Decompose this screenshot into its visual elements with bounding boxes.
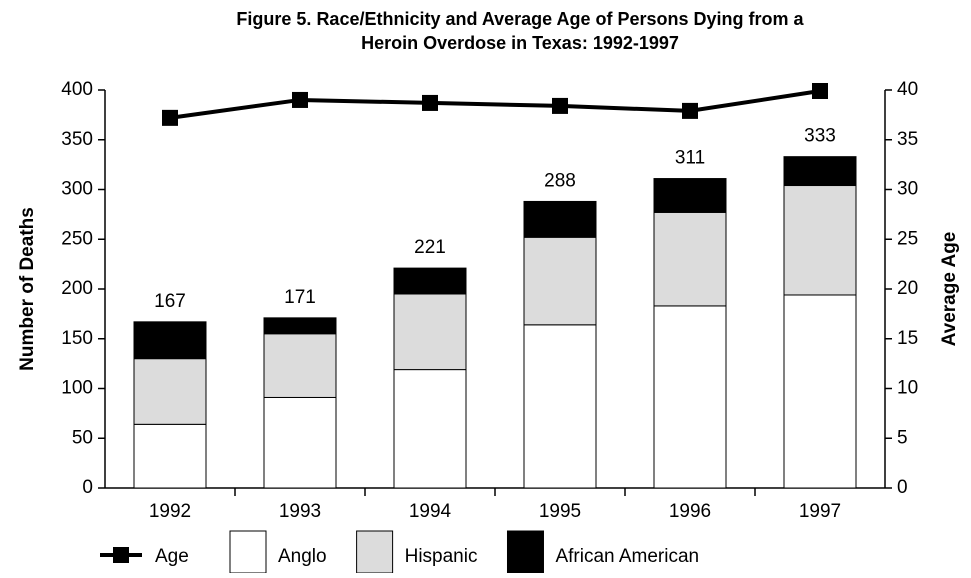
y-tick-label: 300 bbox=[61, 179, 93, 200]
bar-segment bbox=[263, 333, 337, 398]
bar-segment bbox=[653, 178, 727, 213]
bar-segment bbox=[393, 267, 467, 295]
y2-tick-label: 30 bbox=[897, 179, 918, 200]
age-marker bbox=[552, 97, 568, 114]
bar-segment bbox=[523, 200, 597, 238]
bar-segment bbox=[523, 324, 597, 489]
y2-tick-label: 10 bbox=[897, 378, 918, 399]
y-tick-label: 150 bbox=[61, 328, 93, 349]
bar-segment bbox=[393, 293, 467, 371]
bar-segment bbox=[263, 317, 337, 335]
y2-tick-label: 0 bbox=[897, 477, 908, 498]
bar-segment bbox=[263, 396, 337, 489]
y-tick-label: 250 bbox=[61, 228, 93, 249]
total-label: 221 bbox=[414, 237, 446, 258]
y-tick-label: 50 bbox=[72, 427, 93, 448]
bar-segment bbox=[393, 369, 467, 489]
bar-segment bbox=[133, 423, 207, 489]
bar-segment bbox=[653, 305, 727, 489]
total-label: 311 bbox=[675, 148, 705, 169]
bar-segment bbox=[523, 236, 597, 326]
y-tick-label: 0 bbox=[82, 477, 93, 498]
bar-segment bbox=[783, 294, 857, 489]
legend-label: Hispanic bbox=[405, 546, 478, 567]
chart-title: Figure 5. Race/Ethnicity and Average Age… bbox=[236, 9, 804, 29]
legend-label: Age bbox=[155, 546, 189, 567]
bar-segment bbox=[783, 156, 857, 187]
age-marker bbox=[422, 94, 438, 111]
age-marker bbox=[812, 82, 828, 99]
bar-segment bbox=[653, 211, 727, 307]
y2-tick-label: 20 bbox=[897, 278, 918, 299]
x-tick-label: 1992 bbox=[149, 501, 191, 522]
y2-tick-label: 25 bbox=[897, 228, 918, 249]
x-tick-label: 1995 bbox=[539, 501, 581, 522]
bar-segment bbox=[783, 185, 857, 296]
y2-tick-label: 5 bbox=[897, 427, 908, 448]
y2-tick-label: 35 bbox=[897, 129, 918, 150]
y-tick-label: 350 bbox=[61, 129, 93, 150]
y2-tick-label: 40 bbox=[897, 79, 918, 100]
total-label: 171 bbox=[284, 287, 316, 308]
y-tick-label: 100 bbox=[61, 378, 93, 399]
y2-tick-label: 15 bbox=[897, 328, 918, 349]
y-axis-label: Number of Deaths bbox=[17, 207, 38, 371]
age-marker bbox=[682, 102, 698, 119]
legend-marker bbox=[113, 547, 129, 563]
y-tick-label: 400 bbox=[61, 79, 93, 100]
total-label: 288 bbox=[544, 170, 576, 191]
age-line bbox=[169, 89, 821, 120]
total-label: 167 bbox=[154, 291, 186, 312]
x-tick-label: 1994 bbox=[409, 501, 452, 522]
legend-swatch bbox=[506, 530, 544, 574]
x-tick-label: 1996 bbox=[669, 501, 711, 522]
x-tick-label: 1993 bbox=[279, 501, 321, 522]
legend-label: Anglo bbox=[278, 546, 327, 567]
total-label: 333 bbox=[804, 126, 836, 147]
x-tick-label: 1997 bbox=[799, 501, 841, 522]
y-tick-label: 200 bbox=[61, 278, 93, 299]
y2-axis-label: Average Age bbox=[939, 232, 960, 347]
age-marker bbox=[162, 109, 178, 126]
age-marker bbox=[292, 91, 308, 108]
bar-segment bbox=[133, 321, 207, 360]
legend-swatch bbox=[356, 530, 394, 574]
legend-label: African American bbox=[555, 546, 699, 567]
bar-segment bbox=[133, 358, 207, 425]
chart-title: Heroin Overdose in Texas: 1992-1997 bbox=[361, 33, 679, 53]
legend-swatch bbox=[229, 530, 267, 574]
